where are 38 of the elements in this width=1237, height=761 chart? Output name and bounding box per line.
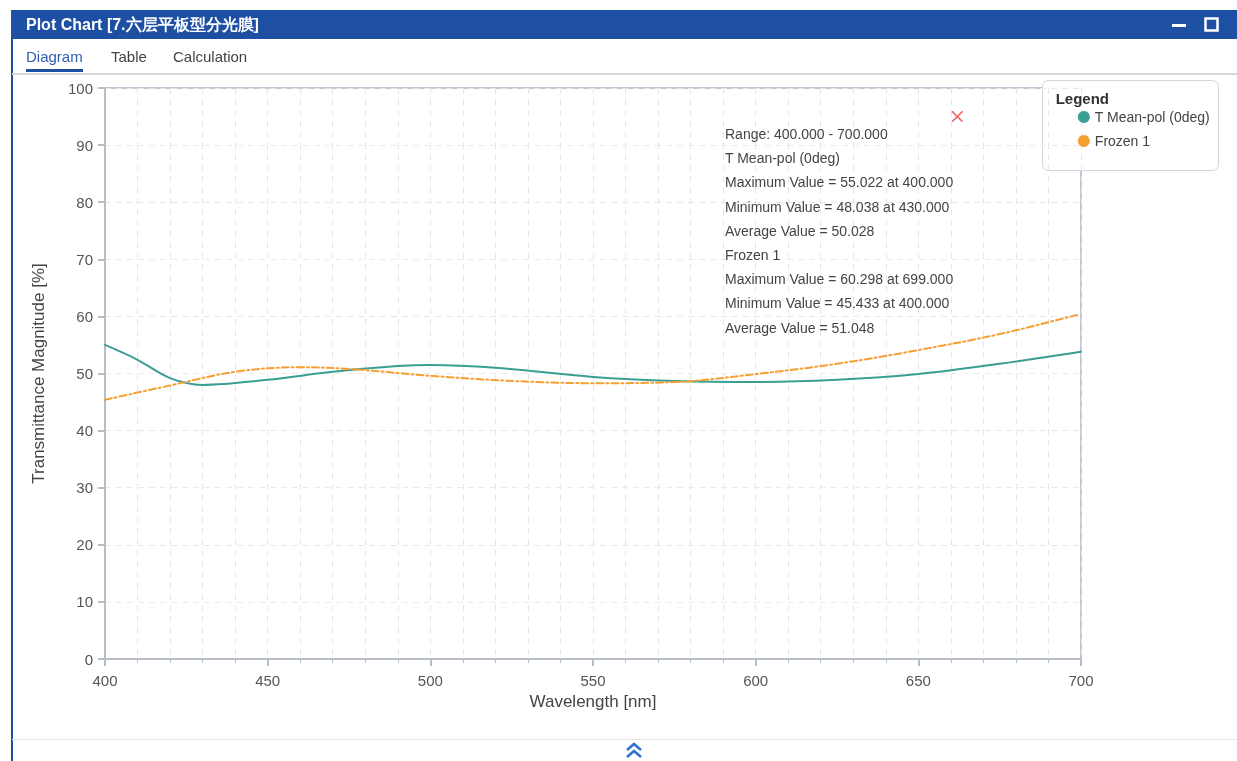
y-tick-label: 50 xyxy=(76,365,93,382)
y-tick-label: 30 xyxy=(76,479,93,497)
annotation: Average Value = 51.048 xyxy=(725,319,875,336)
legend-title: Legend xyxy=(1055,90,1110,107)
annotation: T Mean-pol (0deg) xyxy=(725,150,840,167)
x-tick-label: 400 xyxy=(92,672,118,689)
y-tick-label: 60 xyxy=(76,307,93,325)
x-tick-label: 550 xyxy=(580,672,606,689)
legend-label: Frozen 1 xyxy=(1094,133,1151,149)
x-tick-label: 450 xyxy=(255,672,281,689)
line-series xyxy=(104,343,1082,386)
annotation: Range: 400.000 - 700.000 xyxy=(725,126,888,142)
x-tick-label: 700 xyxy=(1068,672,1094,689)
chart-title: Plot Chart [7.六层平板型分光膜] xyxy=(26,15,259,35)
y-tick-label: 0 xyxy=(84,650,93,668)
x-tick-label: 600 xyxy=(743,672,769,689)
y-tick-label: 20 xyxy=(76,536,93,554)
y-tick-label: 90 xyxy=(76,136,93,154)
x-axis-title: Wavelength [nm] xyxy=(529,691,657,711)
y-axis-title: Transmittance Magnitude [%] xyxy=(29,263,48,484)
annotation: Average Value = 50.028 xyxy=(725,222,875,239)
x-tick-label: 650 xyxy=(905,672,931,689)
annotation: Maximum Value = 60.298 at 699.000 xyxy=(725,271,954,288)
text: Diagram xyxy=(26,48,83,72)
line-series xyxy=(104,313,1079,401)
y-tick-label: 80 xyxy=(76,193,93,211)
y-tick-label: 10 xyxy=(76,593,93,611)
annotation: Minimum Value = 48.038 at 430.000 xyxy=(725,198,950,215)
legend-label: T Mean-pol (0deg) xyxy=(1094,109,1210,125)
annotation: Minimum Value = 45.433 at 400.000 xyxy=(725,295,950,312)
y-tick-label: 40 xyxy=(76,422,93,440)
annotation: Maximum Value = 55.022 at 400.000 xyxy=(725,174,954,191)
y-tick-label: 100 xyxy=(67,79,93,97)
x-tick-label: 500 xyxy=(417,672,443,689)
annotation: Frozen 1 xyxy=(725,247,781,263)
text: Calculation xyxy=(173,48,248,67)
y-tick-label: 70 xyxy=(76,250,93,268)
text: Table xyxy=(111,48,147,67)
